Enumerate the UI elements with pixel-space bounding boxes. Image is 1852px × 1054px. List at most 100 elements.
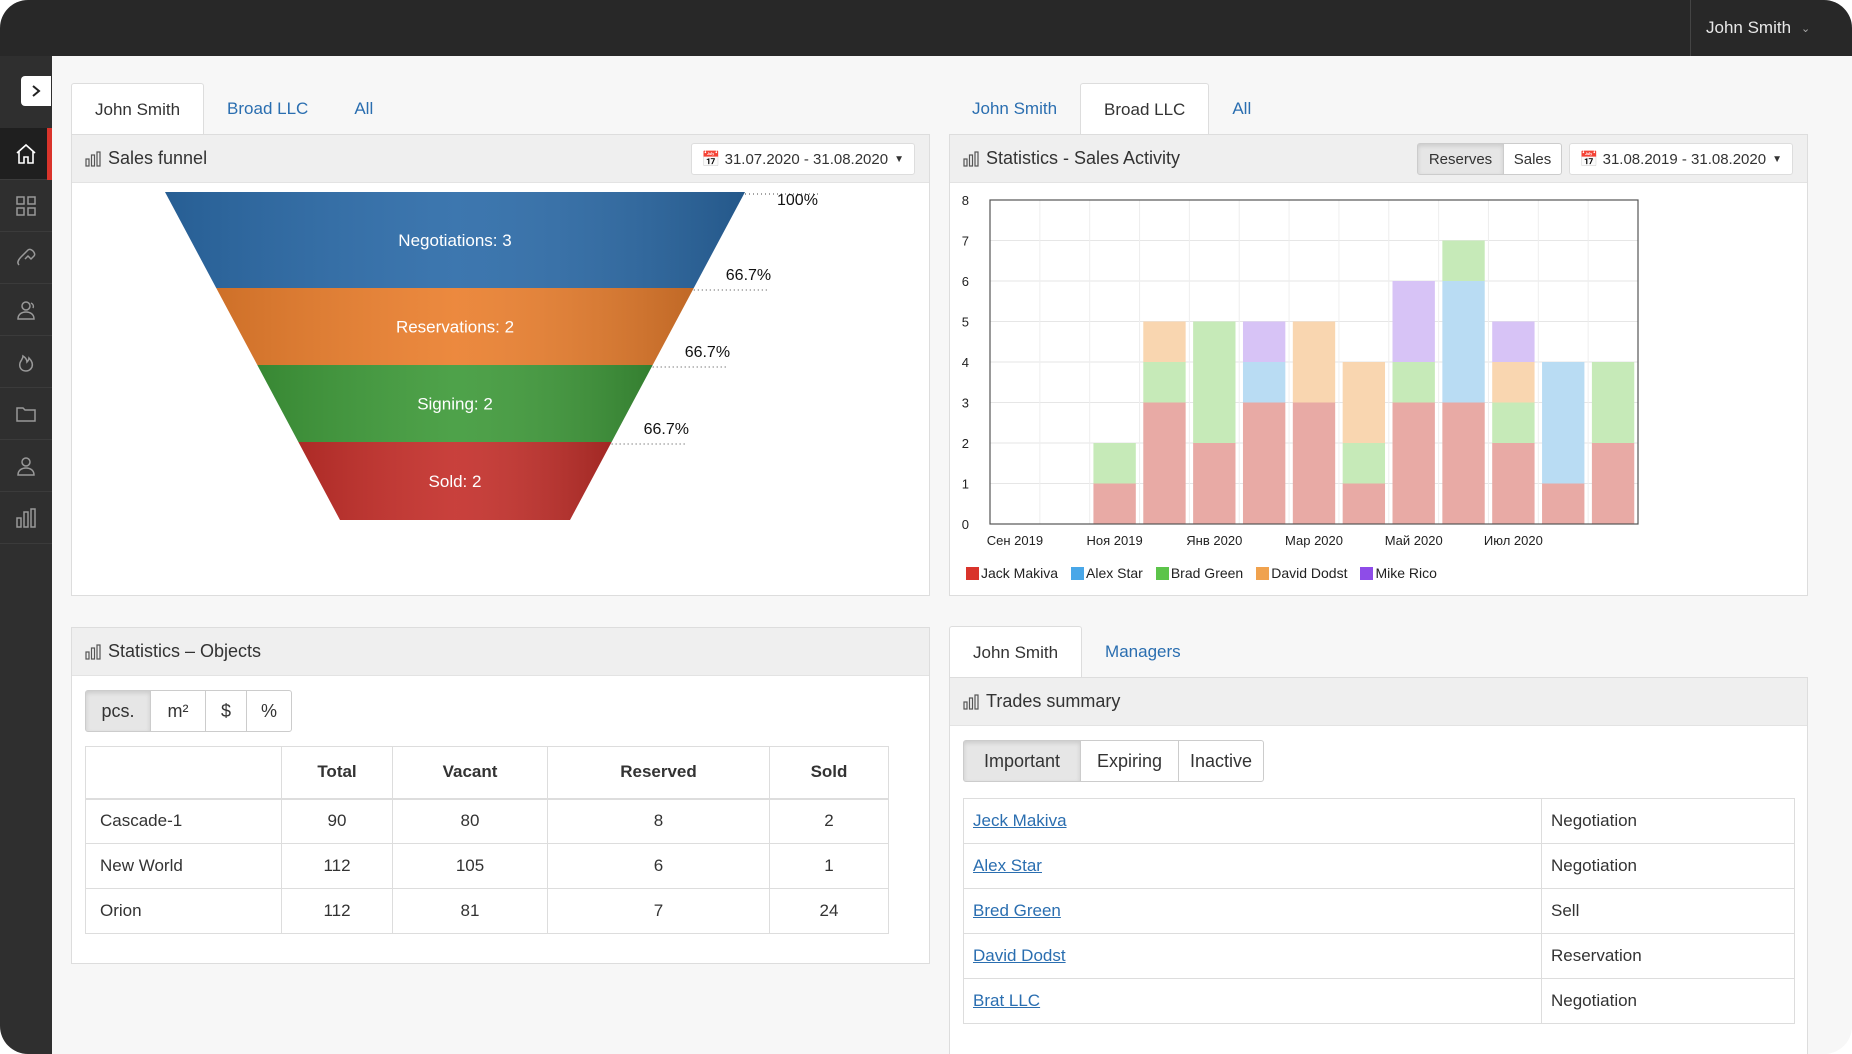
trade-client-cell: Alex Star (963, 843, 1542, 889)
reserves-sales-toggle: Reserves Sales (1417, 143, 1562, 175)
sidebar-item-home[interactable] (0, 128, 52, 180)
unit-percent-button[interactable]: % (246, 690, 292, 732)
date-range-picker[interactable]: 📅 31.08.2019 - 31.08.2020 ▼ (1568, 143, 1793, 175)
total-cell: 90 (281, 798, 393, 844)
bar-segment (1242, 321, 1286, 362)
funnel-stage: Sold: 2 66.7% (298, 421, 689, 520)
trade-client-link[interactable]: Bred Green (973, 901, 1061, 920)
trade-client-cell: David Dodst (963, 933, 1542, 979)
legend-label: Brad Green (1170, 565, 1244, 581)
bar-segment (1542, 483, 1585, 524)
funnel-percent-label: 66.7% (644, 421, 689, 438)
sidebar-item-users[interactable] (0, 440, 52, 492)
bar-segment (1143, 321, 1186, 362)
table-row: Cascade-1 90 80 8 2 (85, 798, 889, 844)
filter-expiring-button[interactable]: Expiring (1080, 740, 1179, 782)
panel-header: Statistics – Objects (72, 628, 929, 676)
sidebar-item-calls[interactable] (0, 232, 52, 284)
legend-swatch (1071, 566, 1085, 580)
sold-cell: 1 (769, 843, 889, 889)
panel-header: Trades summary (950, 678, 1807, 726)
legend-label: David Dodst (1271, 565, 1348, 581)
funnel-percent-label: 100% (777, 192, 818, 209)
legend-swatch (966, 566, 979, 580)
fire-icon (19, 354, 34, 372)
x-tick-label: Мар 2020 (1285, 533, 1343, 548)
sidebar-item-contacts[interactable] (0, 284, 52, 336)
trades-table: Jeck Makiva Negotiation Alex Star Negoti… (963, 798, 1795, 1024)
bar-segment (1292, 321, 1336, 403)
tab-managers[interactable]: Managers (1105, 642, 1181, 661)
tab-john-smith[interactable]: John Smith (949, 626, 1083, 678)
sidebar-toggle-button[interactable] (21, 76, 51, 106)
reserved-cell: 6 (547, 843, 770, 889)
bar-segment (1492, 402, 1535, 443)
bar-segment (1342, 362, 1386, 443)
tab-broad-llc[interactable]: Broad LLC (1080, 83, 1210, 135)
table-row: New World 112 105 6 1 (85, 843, 889, 889)
sidebar-item-documents[interactable] (0, 388, 52, 440)
tab-john-smith[interactable]: John Smith (71, 83, 205, 135)
object-name: Orion (85, 888, 282, 934)
left-tabs: John Smith Broad LLC All (71, 83, 396, 135)
bar-segment (1093, 483, 1136, 524)
trades-tabs: John Smith Managers (949, 626, 1204, 678)
top-bar: John Smith ⌄ (0, 0, 1852, 56)
bar-segment (1143, 402, 1186, 524)
filter-important-button[interactable]: Important (963, 740, 1081, 782)
bar-segment (1292, 402, 1336, 524)
x-tick-label: Ноя 2019 (1087, 533, 1143, 548)
funnel-segment-shading (257, 365, 653, 442)
tab-john-smith[interactable]: John Smith (972, 99, 1058, 118)
legend-item[interactable]: David Dodst (1256, 565, 1347, 581)
y-tick-label: 1 (962, 477, 969, 492)
y-tick-label: 0 (962, 517, 969, 532)
bar-chart-icon (85, 643, 101, 660)
object-name: Cascade-1 (85, 798, 282, 844)
bar-segment (1193, 443, 1236, 524)
objects-table: Total Vacant Reserved Sold Cascade-1 90 … (85, 746, 889, 934)
sales-button[interactable]: Sales (1503, 143, 1562, 175)
sidebar-item-dashboard[interactable] (0, 180, 52, 232)
bar-segment (1442, 281, 1485, 403)
bar-segment (1591, 362, 1635, 443)
sidebar-item-hot-deals[interactable] (0, 336, 52, 388)
tab-all[interactable]: All (354, 99, 374, 118)
trade-status: Reservation (1541, 933, 1795, 979)
trade-client-link[interactable]: Alex Star (973, 856, 1042, 875)
calendar-icon: 📅 (701, 151, 721, 168)
trade-status: Sell (1541, 888, 1795, 934)
x-tick-label: Июл 2020 (1484, 533, 1543, 548)
funnel-stage: Negotiations: 3 100% (165, 192, 820, 288)
tab-all[interactable]: All (1232, 99, 1252, 118)
trade-client-cell: Jeck Makiva (963, 798, 1542, 844)
unit-sqm-button[interactable]: m² (150, 690, 206, 732)
caret-down-icon: ▼ (894, 153, 904, 165)
bar-segment (1093, 443, 1136, 484)
trade-client-link[interactable]: Jeck Makiva (973, 811, 1067, 830)
legend-item[interactable]: Alex Star (1071, 565, 1143, 581)
trade-client-link[interactable]: Brat LLC (973, 991, 1041, 1010)
reserves-button[interactable]: Reserves (1417, 143, 1504, 175)
legend-label: Alex Star (1086, 565, 1143, 581)
bar-segment (1392, 402, 1435, 524)
sidebar-item-reports[interactable] (0, 492, 52, 544)
tab-broad-llc[interactable]: Broad LLC (227, 99, 309, 118)
bar-chart-icon (16, 507, 36, 528)
user-menu[interactable]: John Smith ⌄ (1690, 0, 1852, 56)
unit-dollar-button[interactable]: $ (205, 690, 247, 732)
table-row: Orion 112 81 7 24 (85, 888, 889, 934)
date-range-picker[interactable]: 📅 31.07.2020 - 31.08.2020 ▼ (690, 143, 915, 175)
trades-filter: Important Expiring Inactive (963, 740, 1264, 782)
trade-client-link[interactable]: David Dodst (973, 946, 1066, 965)
legend-item[interactable]: Mike Rico (1360, 565, 1437, 581)
main-content: John Smith Broad LLC All John Smith Broa… (52, 56, 1852, 1054)
funnel-segment-shading (216, 288, 694, 365)
unit-selector: pcs. m² $ % (85, 690, 292, 732)
home-icon (16, 143, 36, 164)
legend-item[interactable]: Brad Green (1155, 565, 1244, 581)
bar-segment (1242, 362, 1286, 403)
filter-inactive-button[interactable]: Inactive (1178, 740, 1264, 782)
legend-item[interactable]: Jack Makiva (966, 565, 1058, 581)
unit-pcs-button[interactable]: pcs. (85, 690, 151, 732)
